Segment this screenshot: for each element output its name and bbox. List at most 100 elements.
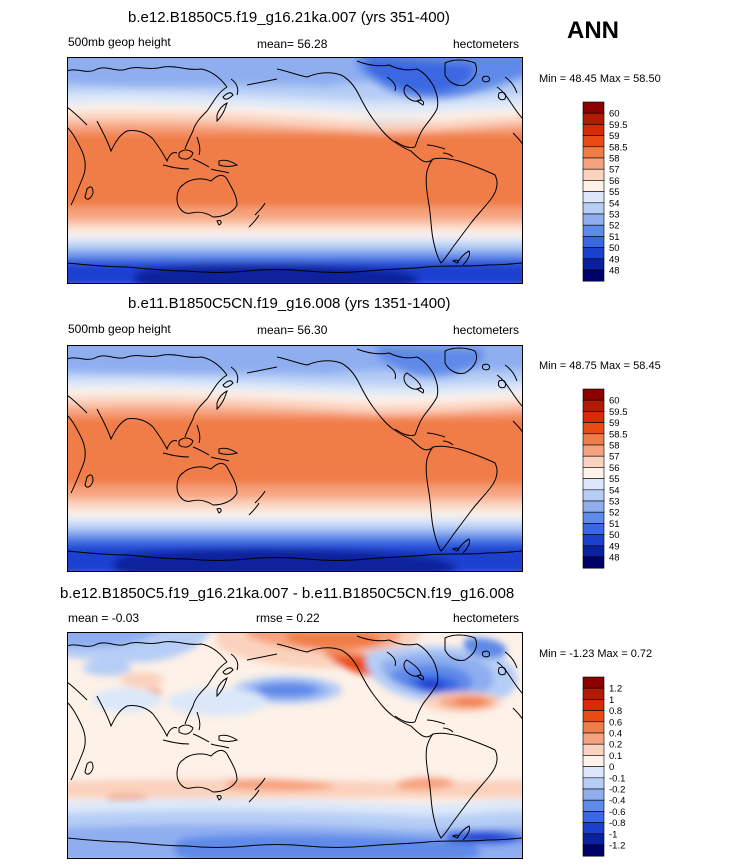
panel3-mean: mean = -0.03 — [68, 611, 140, 625]
panel1-variable: 500mb geop height — [68, 35, 171, 49]
colorbar-label: 51 — [609, 232, 620, 243]
colorbar-swatch — [582, 258, 605, 271]
colorbar-label: 51 — [609, 519, 620, 530]
colorbar-label: 48 — [609, 266, 620, 277]
colorbar-label: 54 — [609, 198, 620, 209]
colorbar-label: 55 — [609, 474, 620, 485]
colorbar-swatch — [582, 556, 605, 569]
panel1-units: hectometers — [453, 37, 520, 51]
panel3-colorbar: 1.210.80.60.40.20.10-0.1-0.2-0.4-0.6-0.8… — [582, 676, 625, 857]
colorbar-label: -0.2 — [609, 785, 625, 796]
colorbar-swatch — [582, 732, 605, 745]
colorbar-label: 58 — [609, 441, 620, 452]
colorbar-swatch — [582, 489, 605, 502]
panel1-title: b.e12.B1850C5.f19_g16.21ka.007 (yrs 351-… — [128, 9, 450, 26]
colorbar-swatch — [582, 478, 605, 491]
panel2-minmax: Min = 48.75 Max = 58.45 — [539, 360, 661, 372]
colorbar-label: -0.8 — [609, 818, 625, 829]
colorbar-swatch — [582, 766, 605, 779]
colorbar-label: 48 — [609, 553, 620, 564]
colorbar-label: 58.5 — [609, 142, 628, 153]
colorbar-swatch — [582, 157, 605, 170]
colorbar-swatch — [582, 467, 605, 479]
colorbar-swatch — [582, 710, 605, 723]
colorbar-swatch — [582, 101, 605, 114]
colorbar-label: 59.5 — [609, 407, 628, 418]
colorbar-label: 59 — [609, 131, 620, 142]
colorbar-label: 1 — [609, 695, 614, 706]
colorbar-label: 50 — [609, 243, 620, 254]
colorbar-swatch — [582, 191, 605, 204]
colorbar-swatch — [582, 755, 605, 767]
colorbar-swatch — [582, 534, 605, 547]
colorbar-swatch — [582, 799, 605, 812]
panel2-map — [67, 345, 523, 572]
colorbar-label: 58.5 — [609, 429, 628, 440]
colorbar-swatch — [582, 112, 605, 125]
panel3-title: b.e12.B1850C5.f19_g16.21ka.007 - b.e11.B… — [60, 585, 515, 602]
colorbar-label: 60 — [609, 109, 620, 120]
panel2-variable: 500mb geop height — [68, 322, 171, 336]
colorbar-label: 52 — [609, 221, 620, 232]
colorbar-swatch — [582, 511, 605, 524]
colorbar-swatch — [582, 388, 605, 401]
colorbar-swatch — [582, 687, 605, 700]
panel1-mean: mean= 56.28 — [257, 37, 328, 51]
colorbar-swatch — [582, 833, 605, 846]
colorbar-swatch — [582, 247, 605, 260]
colorbar-label: 56 — [609, 463, 620, 474]
colorbar-label: 52 — [609, 508, 620, 519]
colorbar-label: 59.5 — [609, 120, 628, 131]
panel1-minmax: Min = 48.45 Max = 58.50 — [539, 73, 661, 85]
colorbar-swatch — [582, 224, 605, 237]
colorbar-label: 53 — [609, 210, 620, 221]
colorbar-swatch — [582, 699, 605, 711]
colorbar-label: 0.4 — [609, 729, 622, 740]
colorbar-label: 50 — [609, 530, 620, 541]
colorbar-swatch — [582, 168, 605, 181]
colorbar-swatch — [582, 545, 605, 558]
colorbar-label: -1.2 — [609, 841, 625, 852]
colorbar-label: 49 — [609, 254, 620, 265]
panel2-mean: mean= 56.30 — [257, 323, 328, 337]
colorbar-swatch — [582, 788, 605, 801]
colorbar-swatch — [582, 146, 605, 159]
colorbar-label: 0 — [609, 762, 614, 773]
colorbar-swatch — [582, 676, 605, 689]
colorbar-swatch — [582, 444, 605, 457]
colorbar-swatch — [582, 433, 605, 446]
colorbar-label: 1.2 — [609, 684, 622, 695]
panel2-title: b.e11.B1850C5CN.f19_g16.008 (yrs 1351-14… — [128, 295, 451, 312]
colorbar-label: 49 — [609, 541, 620, 552]
colorbar-swatch — [582, 811, 605, 823]
colorbar-swatch — [582, 500, 605, 513]
colorbar-swatch — [582, 213, 605, 226]
colorbar-label: 57 — [609, 165, 620, 176]
colorbar-swatch — [582, 822, 605, 835]
colorbar-label: 55 — [609, 187, 620, 198]
panel1-map — [67, 57, 523, 284]
colorbar-label: -0.1 — [609, 773, 625, 784]
colorbar-label: -0.4 — [609, 796, 625, 807]
colorbar-label: -1 — [609, 829, 617, 840]
colorbar-swatch — [582, 269, 605, 282]
colorbar-swatch — [582, 455, 605, 468]
colorbar-swatch — [582, 422, 605, 435]
colorbar-swatch — [582, 844, 605, 857]
colorbar-label: 56 — [609, 176, 620, 187]
colorbar-label: -0.6 — [609, 807, 625, 818]
colorbar-label: 0.8 — [609, 706, 622, 717]
panel3-rmse: rmse = 0.22 — [256, 611, 320, 625]
colorbar-swatch — [582, 124, 605, 136]
colorbar-swatch — [582, 721, 605, 734]
colorbar-label: 53 — [609, 497, 620, 508]
colorbar-label: 58 — [609, 154, 620, 165]
colorbar-label: 59 — [609, 418, 620, 429]
colorbar-swatch — [582, 777, 605, 790]
colorbar-swatch — [582, 523, 605, 535]
colorbar-label: 0.6 — [609, 717, 622, 728]
colorbar-swatch — [582, 236, 605, 248]
colorbar-label: 60 — [609, 396, 620, 407]
